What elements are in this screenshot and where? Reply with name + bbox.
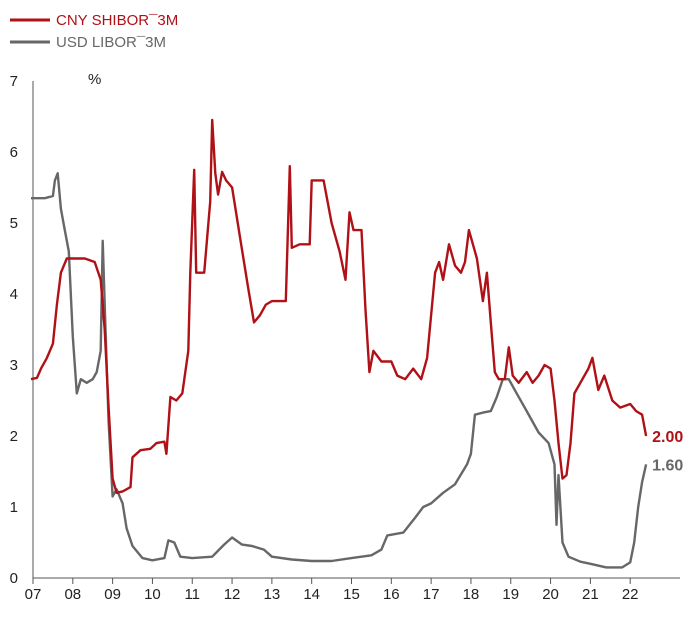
series-end-label-libor: 1.60 <box>652 457 683 474</box>
y-tick-label-6: 6 <box>10 144 18 161</box>
y-tick-label-5: 5 <box>10 215 18 232</box>
legend-label-shibor: CNY SHIBOR¯3M <box>56 12 178 29</box>
x-tick-label-11: 11 <box>184 586 200 603</box>
x-tick-label-07: 07 <box>25 586 42 603</box>
series-end-label-shibor: 2.00 <box>652 429 683 446</box>
x-tick-label-20: 20 <box>542 586 559 603</box>
x-tick-label-22: 22 <box>622 586 639 603</box>
legend-label-libor: USD LIBOR¯3M <box>56 34 166 51</box>
y-tick-label-7: 7 <box>10 73 18 90</box>
y-axis-unit-label: % <box>88 71 101 88</box>
x-tick-label-18: 18 <box>463 586 480 603</box>
y-tick-label-4: 4 <box>10 286 18 303</box>
x-tick-label-10: 10 <box>144 586 161 603</box>
x-tick-label-13: 13 <box>264 586 281 603</box>
x-tick-label-21: 21 <box>582 586 599 603</box>
y-tick-label-2: 2 <box>10 428 18 445</box>
y-tick-label-1: 1 <box>10 499 18 516</box>
series-layer <box>30 118 648 569</box>
x-tick-label-14: 14 <box>303 586 320 603</box>
legend: CNY SHIBOR¯3M USD LIBOR¯3M <box>10 12 178 51</box>
y-tick-label-3: 3 <box>10 357 18 374</box>
x-tick-label-17: 17 <box>423 586 440 603</box>
x-axis-ticks: 07 08 09 10 11 12 13 14 15 16 17 18 19 20 21 22 <box>25 578 639 603</box>
x-tick-label-08: 08 <box>64 586 81 603</box>
x-tick-label-15: 15 <box>343 586 360 603</box>
y-tick-label-0: 0 <box>10 570 18 587</box>
x-tick-label-19: 19 <box>502 586 519 603</box>
x-tick-label-09: 09 <box>104 586 121 603</box>
series-line-shibor <box>30 118 648 494</box>
y-axis-ticks: 0 1 2 3 4 5 6 7 <box>10 73 18 587</box>
x-tick-label-16: 16 <box>383 586 400 603</box>
x-tick-label-12: 12 <box>224 586 241 603</box>
series-line-libor <box>31 172 648 569</box>
